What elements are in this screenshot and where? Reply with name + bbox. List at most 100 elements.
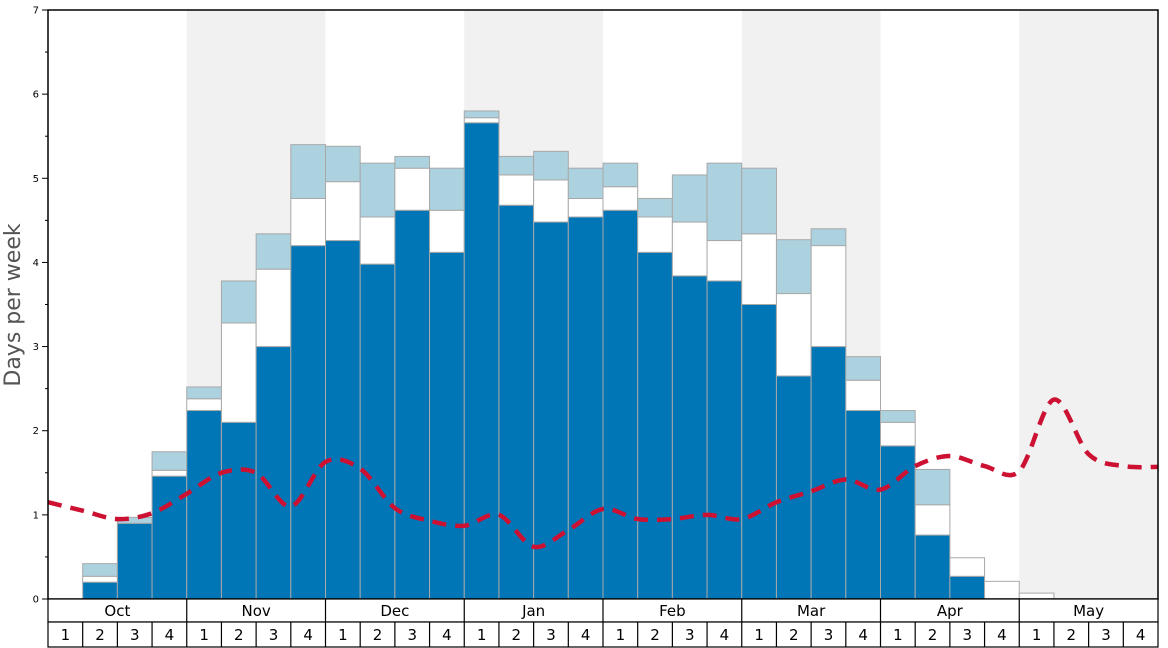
bar-19-segment-2 <box>671 221 708 277</box>
ytick-label-5: 5 <box>33 174 39 185</box>
bar-26-segment-1 <box>914 534 951 600</box>
week-label: 4 <box>442 626 452 644</box>
month-label-nov: Nov <box>241 602 270 620</box>
bar-21-segment-1 <box>741 304 777 600</box>
week-label: 1 <box>199 626 209 644</box>
bar-17-segment-1 <box>602 209 639 600</box>
bar-8-segment-2 <box>290 197 326 247</box>
week-label: 3 <box>962 626 972 644</box>
bar-29-segment-2 <box>1018 592 1055 600</box>
ytick-label-4: 4 <box>33 258 39 269</box>
bar-28-segment-2 <box>984 580 1020 600</box>
month-label-dec: Dec <box>380 602 409 620</box>
bar-4-segment-1 <box>151 475 188 600</box>
week-label: 3 <box>546 626 556 644</box>
bar-11-segment-1 <box>394 209 431 600</box>
week-label: 2 <box>95 626 105 644</box>
week-label: 3 <box>685 626 695 644</box>
bar-14-segment-1 <box>498 204 535 600</box>
week-label: 4 <box>720 626 730 644</box>
week-label: 4 <box>303 626 313 644</box>
week-label: 2 <box>789 626 799 644</box>
ytick-label-6: 6 <box>33 90 39 101</box>
bar-7-segment-1 <box>255 346 292 600</box>
bar-16-segment-3 <box>567 167 604 199</box>
month-label-may: May <box>1073 602 1104 620</box>
ytick-label-0: 0 <box>33 595 39 606</box>
bar-19-segment-3 <box>671 174 708 223</box>
bar-18-segment-1 <box>637 251 673 600</box>
bar-2-segment-1 <box>82 581 118 600</box>
week-label: 2 <box>1067 626 1077 644</box>
bar-14-segment-3 <box>498 155 535 176</box>
bar-22-segment-1 <box>775 375 812 600</box>
bar-9-segment-3 <box>325 145 361 183</box>
bar-11-segment-2 <box>394 167 431 211</box>
week-label: 1 <box>1032 626 1042 644</box>
week-label: 1 <box>477 626 487 644</box>
bar-18-segment-2 <box>637 216 673 253</box>
bar-20-segment-2 <box>706 240 743 282</box>
bar-15-segment-1 <box>533 221 569 600</box>
bar-21-segment-3 <box>741 167 777 235</box>
y-axis: 0 1 2 3 4 5 6 7 <box>33 6 48 606</box>
month-shade-may <box>1019 10 1158 599</box>
month-axis: Oct Nov Dec Jan Feb Mar Apr May <box>47 598 1159 623</box>
bar-9-segment-2 <box>325 181 361 242</box>
month-label-apr: Apr <box>937 602 964 620</box>
bar-3-segment-1 <box>116 522 153 600</box>
week-label: 4 <box>165 626 175 644</box>
bar-12-segment-3 <box>429 167 465 211</box>
bar-16-segment-1 <box>567 216 604 600</box>
month-label-mar: Mar <box>797 602 826 620</box>
bar-5-segment-3 <box>186 386 222 400</box>
bar-8-segment-3 <box>290 144 326 199</box>
week-label: 4 <box>581 626 591 644</box>
bar-13-segment-1 <box>463 122 500 600</box>
bar-23-segment-3 <box>810 228 847 247</box>
bar-23-segment-2 <box>810 245 847 348</box>
bar-7-segment-3 <box>255 233 292 270</box>
week-label: 3 <box>269 626 279 644</box>
bar-17-segment-2 <box>602 186 639 211</box>
week-label: 2 <box>512 626 522 644</box>
month-label-oct: Oct <box>104 602 130 620</box>
bar-26-segment-3 <box>914 468 951 506</box>
week-label: 4 <box>997 626 1007 644</box>
bar-19-segment-1 <box>671 275 708 600</box>
bar-16-segment-2 <box>567 197 604 218</box>
bar-27-segment-2 <box>949 557 986 577</box>
bar-2-segment-3 <box>82 563 118 577</box>
week-label: 4 <box>858 626 868 644</box>
ytick-label-3: 3 <box>33 342 39 353</box>
y-axis-label: Days per week <box>1 223 26 386</box>
week-label: 2 <box>373 626 383 644</box>
trend-line-layer <box>47 397 1159 550</box>
bar-24-segment-2 <box>845 379 881 412</box>
week-label: 2 <box>234 626 244 644</box>
bar-21-segment-2 <box>741 233 777 306</box>
bar-8-segment-1 <box>290 245 326 600</box>
week-label: 1 <box>61 626 71 644</box>
bar-5-segment-1 <box>186 410 222 600</box>
bar-25-segment-1 <box>880 445 916 600</box>
bar-26-segment-2 <box>914 504 951 536</box>
bar-14-segment-2 <box>498 174 535 206</box>
week-axis: 1 2 3 4 1 2 3 4 1 2 3 4 1 2 3 4 1 2 3 4 1 2 3 4 1 2 3 4 1 2 3 4 <box>47 621 1159 648</box>
bar-20-segment-3 <box>706 162 743 242</box>
bar-24-segment-1 <box>845 410 881 600</box>
week-label: 3 <box>130 626 140 644</box>
bar-5-segment-2 <box>186 398 222 412</box>
bar-13-segment-3 <box>463 110 500 119</box>
ytick-label-7: 7 <box>33 6 39 17</box>
bar-18-segment-3 <box>637 197 673 218</box>
bar-23-segment-1 <box>810 346 847 600</box>
bar-12-segment-2 <box>429 209 465 253</box>
week-label: 3 <box>824 626 834 644</box>
week-label: 3 <box>1101 626 1111 644</box>
bar-2-segment-2 <box>82 575 118 583</box>
week-label: 2 <box>928 626 938 644</box>
bar-12-segment-1 <box>429 251 465 600</box>
bar-6-segment-2 <box>220 322 257 423</box>
